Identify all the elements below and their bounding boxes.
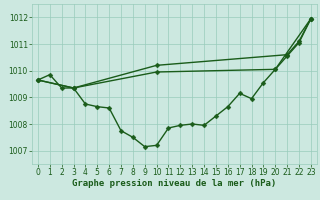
- X-axis label: Graphe pression niveau de la mer (hPa): Graphe pression niveau de la mer (hPa): [72, 179, 276, 188]
